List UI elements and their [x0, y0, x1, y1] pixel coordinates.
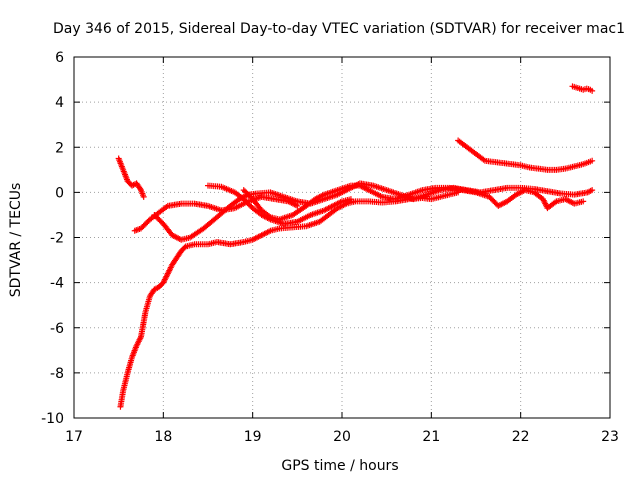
data-point: [580, 198, 587, 205]
y-tick-label: 6: [55, 50, 64, 66]
data-points: [115, 83, 596, 410]
data-point: [140, 193, 147, 200]
y-tick-label: -10: [41, 411, 64, 427]
plot-frame: [73, 56, 611, 419]
x-axis-label: GPS time / hours: [281, 458, 398, 474]
series-track-3: [131, 193, 301, 234]
y-tick-label: -4: [50, 276, 64, 292]
series-track-8: [569, 83, 596, 94]
x-tick-label: 17: [65, 429, 83, 445]
data-point: [589, 157, 596, 164]
data-point: [589, 87, 596, 94]
y-tick-label: 2: [55, 140, 64, 156]
series-track-7: [455, 137, 596, 173]
series-track-2: [115, 155, 147, 200]
data-point: [137, 185, 144, 192]
x-tick-label: 21: [422, 429, 440, 445]
y-axis-label: SDTVAR / TECUs: [8, 183, 24, 298]
x-tick-label: 23: [601, 429, 619, 445]
x-tick-label: 20: [333, 429, 351, 445]
data-point: [589, 187, 596, 194]
axis-ticks: 17 18 19 20 21 22 23 -10 -8 -6 -4 -2 0 2 4 6: [41, 50, 619, 445]
x-tick-label: 19: [244, 429, 262, 445]
y-tick-label: -6: [50, 321, 64, 337]
y-tick-label: 4: [55, 95, 64, 111]
y-tick-label: -2: [50, 231, 64, 247]
series-track-1: [117, 189, 462, 410]
grid: [74, 57, 610, 418]
series-track-6: [240, 182, 587, 223]
x-tick-label: 18: [154, 429, 172, 445]
y-tick-label: 0: [55, 185, 64, 201]
y-tick-label: -8: [50, 366, 64, 382]
chart-title: Day 346 of 2015, Sidereal Day-to-day VTE…: [53, 21, 625, 37]
data-point: [347, 196, 354, 203]
x-tick-label: 22: [512, 429, 530, 445]
